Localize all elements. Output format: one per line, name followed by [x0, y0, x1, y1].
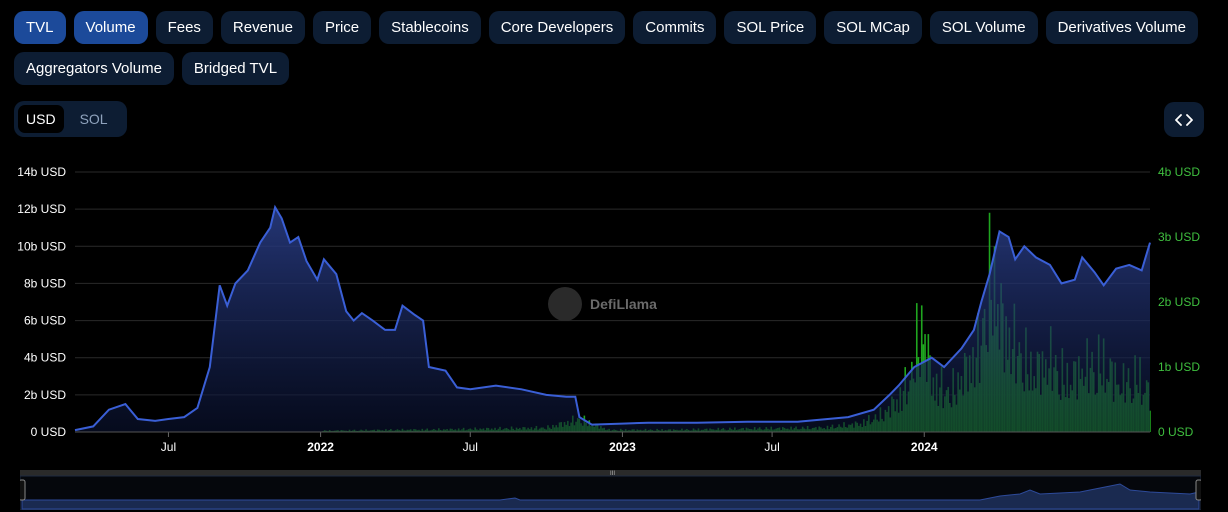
metric-tab-price[interactable]: Price [312, 11, 372, 44]
code-brackets-icon [1175, 113, 1193, 126]
brush-handle-bar[interactable] [20, 470, 1201, 476]
y-left-tick-label: 6b USD [24, 314, 66, 328]
metric-tab-core-developers[interactable]: Core Developers [488, 11, 626, 44]
y-right-tick-label: 4b USD [1158, 165, 1200, 179]
y-right-tick-label: 2b USD [1158, 295, 1200, 309]
embed-button[interactable] [1164, 102, 1204, 137]
metric-tabs-row-2: Aggregators Volume Bridged TVL [14, 52, 290, 85]
tvl-line [74, 204, 1151, 432]
x-tick-label: 2023 [609, 440, 636, 454]
denomination-toggle: USD SOL [14, 101, 127, 137]
y-left-tick-label: 10b USD [17, 239, 66, 253]
brush-left-handle[interactable] [20, 479, 26, 501]
metric-tab-sol-price[interactable]: SOL Price [724, 11, 817, 44]
y-left-tick-label: 14b USD [17, 165, 66, 179]
metric-tabs-row-1: TVL Volume Fees Revenue Price Stablecoins Core… [14, 11, 1198, 44]
y-left-tick-label: 2b USD [24, 388, 66, 402]
metric-tab-stablecoins[interactable]: Stablecoins [379, 11, 481, 44]
brush-grip-icon[interactable]: III [610, 471, 615, 477]
watermark-text: DefiLlama [590, 296, 657, 312]
metric-tab-derivatives-volume[interactable]: Derivatives Volume [1045, 11, 1198, 44]
y-right-tick-label: 3b USD [1158, 230, 1200, 244]
defillama-logo-icon [548, 287, 582, 321]
y-left-tick-label: 0 USD [31, 425, 67, 439]
metric-tab-volume[interactable]: Volume [73, 11, 148, 44]
brush-right-handle[interactable] [1195, 479, 1201, 501]
tvl-area [75, 207, 1150, 432]
denomination-sol-button[interactable]: SOL [79, 111, 108, 127]
y-right-tick-label: 0 USD [1158, 425, 1194, 439]
y-left-tick-label: 4b USD [24, 351, 66, 365]
metric-tab-commits[interactable]: Commits [633, 11, 717, 44]
time-range-brush[interactable]: III [20, 470, 1201, 510]
metric-tab-aggregators-volume[interactable]: Aggregators Volume [14, 52, 174, 85]
x-tick-label: Jul [764, 440, 779, 454]
tvl-volume-chart[interactable]: 0 USD 2b USD 4b USD 6b USD 8b USD 10b USD 12b … [0, 150, 1228, 470]
x-tick-label: Jul [463, 440, 478, 454]
metric-tab-sol-mcap[interactable]: SOL MCap [824, 11, 922, 44]
metric-tab-fees[interactable]: Fees [155, 11, 213, 44]
metric-tab-sol-volume[interactable]: SOL Volume [929, 11, 1038, 44]
y-left-tick-label: 8b USD [24, 276, 66, 290]
x-tick-label: 2024 [911, 440, 938, 454]
metric-tab-tvl[interactable]: TVL [14, 11, 66, 44]
denomination-usd-button[interactable]: USD [18, 105, 64, 133]
y-right-tick-label: 1b USD [1158, 360, 1200, 374]
x-tick-label: 2022 [307, 440, 334, 454]
metric-tab-revenue[interactable]: Revenue [220, 11, 305, 44]
x-tick-label: Jul [161, 440, 176, 454]
y-left-tick-label: 12b USD [17, 202, 66, 216]
metric-tab-bridged-tvl[interactable]: Bridged TVL [181, 52, 290, 85]
